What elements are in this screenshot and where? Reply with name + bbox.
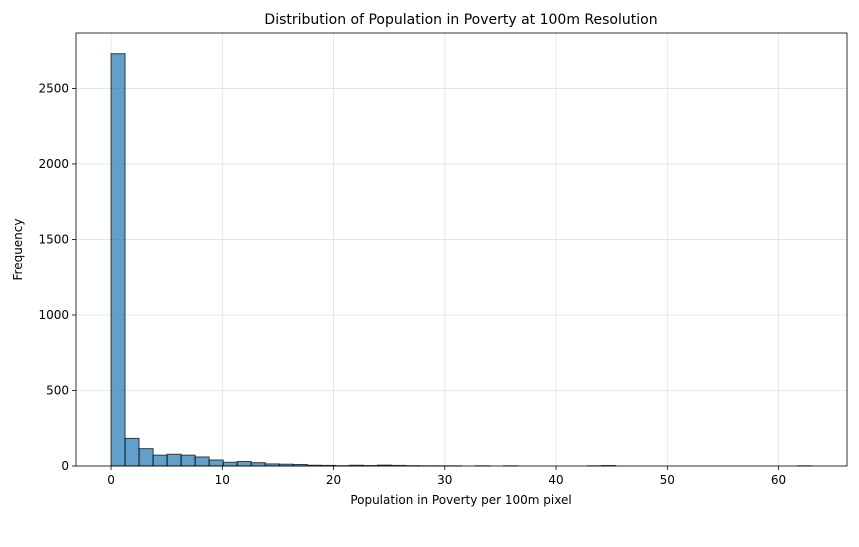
y-tick-label: 2000 <box>38 157 69 171</box>
histogram-bar <box>138 448 154 467</box>
histogram-bar <box>180 454 196 467</box>
histogram-bar <box>152 454 168 467</box>
grid <box>76 33 847 467</box>
x-tick-label: 50 <box>660 473 675 487</box>
x-tick-label: 0 <box>107 473 115 487</box>
y-axis-ticks: 0 500 1000 1500 2000 2500 <box>38 81 76 473</box>
x-tick-label: 40 <box>548 473 563 487</box>
chart-title: Distribution of Population in Poverty at… <box>264 12 657 28</box>
histogram-bar <box>236 460 252 467</box>
y-tick-label: 500 <box>46 383 69 397</box>
histogram-bar <box>222 461 238 467</box>
histogram-bar <box>250 462 266 467</box>
x-tick-label: 30 <box>437 473 452 487</box>
x-axis-label: Population in Poverty per 100m pixel <box>350 493 571 507</box>
y-tick-label: 0 <box>61 459 69 473</box>
histogram-bar <box>166 453 182 467</box>
plot-frame <box>75 32 848 467</box>
y-axis-label: Frequency <box>11 219 25 281</box>
x-tick-label: 20 <box>326 473 341 487</box>
x-axis-ticks: 0 10 20 30 40 50 60 <box>107 466 786 487</box>
x-tick-label: 60 <box>771 473 786 487</box>
y-tick-label: 1500 <box>38 232 69 246</box>
histogram-bar <box>208 459 224 467</box>
bars <box>110 53 813 467</box>
histogram-bar <box>194 456 210 467</box>
x-tick-label: 10 <box>215 473 230 487</box>
histogram-bar <box>124 437 140 467</box>
histogram-bar <box>110 53 126 467</box>
y-tick-label: 2500 <box>38 81 69 95</box>
y-tick-label: 1000 <box>38 308 69 322</box>
